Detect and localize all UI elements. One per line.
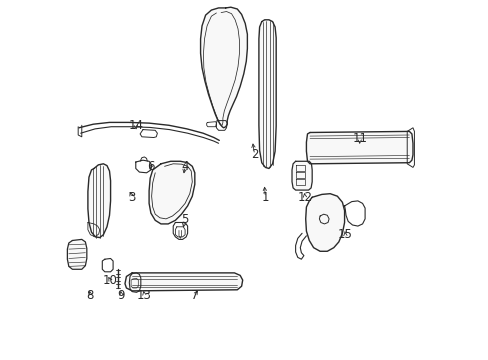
Text: 11: 11 [351,132,366,145]
Polygon shape [125,273,242,291]
Text: 14: 14 [128,119,143,132]
Text: 10: 10 [103,274,118,287]
Text: 4: 4 [181,160,188,173]
Text: 3: 3 [128,191,136,204]
Text: 13: 13 [137,289,152,302]
Text: 15: 15 [337,228,352,241]
Polygon shape [67,239,87,269]
Polygon shape [306,131,412,164]
Text: 5: 5 [181,213,188,226]
Polygon shape [200,7,247,128]
Text: 1: 1 [261,191,268,204]
Text: 9: 9 [118,289,125,302]
Text: 7: 7 [191,289,198,302]
Text: 2: 2 [250,148,258,161]
Polygon shape [88,164,110,238]
Polygon shape [291,161,311,190]
Polygon shape [305,194,344,251]
Text: 6: 6 [147,160,154,173]
Polygon shape [149,161,194,224]
Text: 12: 12 [297,191,312,204]
Polygon shape [258,20,276,168]
Text: 8: 8 [86,289,94,302]
